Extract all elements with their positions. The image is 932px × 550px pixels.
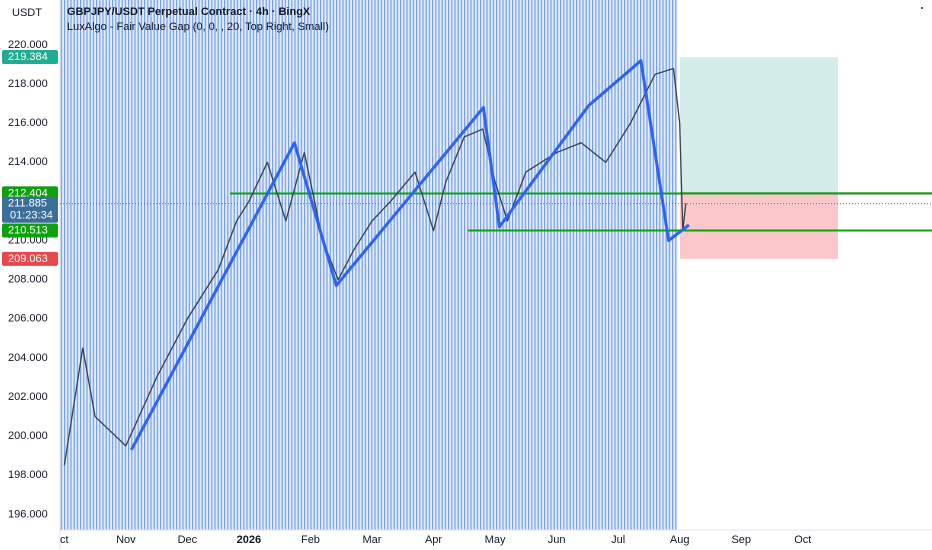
menu-dot[interactable] xyxy=(921,7,923,9)
price-label-box xyxy=(2,196,58,223)
price-label: 212.404 xyxy=(8,187,48,199)
y-tick-label: 200.000 xyxy=(8,430,48,442)
y-tick-label: 204.000 xyxy=(8,352,48,364)
x-tick-label: Oct xyxy=(794,534,811,546)
x-tick-label: Nov xyxy=(116,534,136,546)
x-tick-label: Apr xyxy=(425,534,442,546)
stop-zone xyxy=(680,193,838,259)
target-zone xyxy=(680,57,838,194)
countdown: 01:23:34 xyxy=(10,210,53,222)
x-tick-label: Dec xyxy=(178,534,198,546)
price-label-box xyxy=(2,223,58,238)
x-tick-label: May xyxy=(485,534,506,546)
x-tick-label: Jun xyxy=(548,534,566,546)
y-tick-label: 206.000 xyxy=(8,313,48,325)
x-tick-label: ct xyxy=(60,534,69,546)
indicator-label: LuxAlgo - Fair Value Gap (0, 0, , 20, To… xyxy=(67,21,329,33)
price-line xyxy=(63,67,687,466)
price-label: 219.384 xyxy=(8,51,48,63)
price-label: 209.063 xyxy=(8,253,48,265)
x-tick-label: Jul xyxy=(611,534,625,546)
y-tick-label: 198.000 xyxy=(8,469,48,481)
y-tick-label: 214.000 xyxy=(8,156,48,168)
price-label-box xyxy=(2,251,58,266)
zigzag-drawing xyxy=(130,59,690,451)
chart-title: GBPJPY/USDT Perpetual Contract · 4h · Bi… xyxy=(67,6,311,18)
y-tick-label: 220.000 xyxy=(8,39,48,51)
x-tick-label: 2026 xyxy=(237,534,261,546)
x-tick-label: Mar xyxy=(363,534,382,546)
y-tick-label: 202.000 xyxy=(8,391,48,403)
price-label: 210.513 xyxy=(8,224,48,236)
y-tick-label: 208.000 xyxy=(8,274,48,286)
fvg-stripes xyxy=(60,0,677,530)
x-tick-label: Sep xyxy=(731,534,751,546)
y-tick-label: 218.000 xyxy=(8,78,48,90)
y-tick-label: 216.000 xyxy=(8,117,48,129)
x-tick-label: Aug xyxy=(670,534,690,546)
price-label: 211.885 xyxy=(8,198,47,210)
y-tick-label: 196.000 xyxy=(8,508,48,520)
x-tick-label: Feb xyxy=(301,534,320,546)
price-label-box xyxy=(2,50,58,65)
currency: USDT xyxy=(12,7,42,19)
